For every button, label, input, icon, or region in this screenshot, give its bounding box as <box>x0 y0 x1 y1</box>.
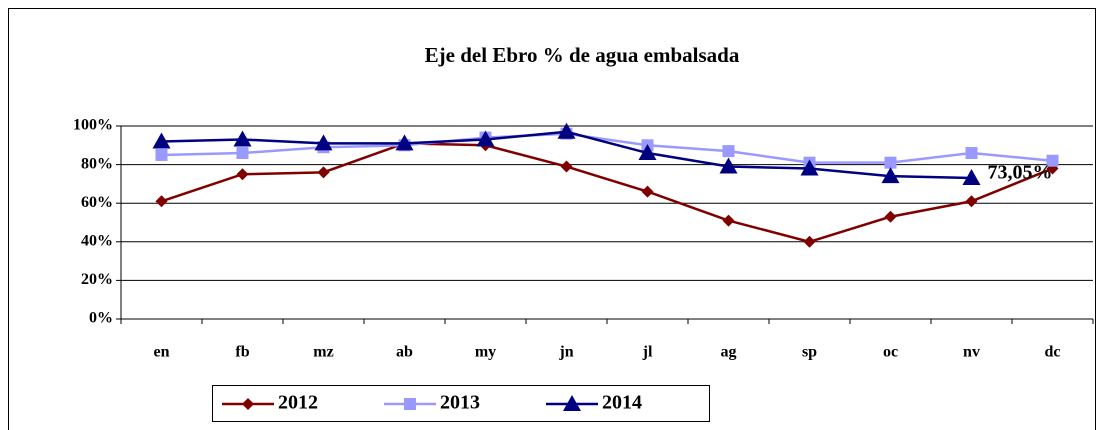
x-tick-label: jn <box>558 344 573 361</box>
legend-marker <box>563 395 581 411</box>
data-point <box>881 167 900 184</box>
data-point <box>155 148 168 161</box>
data-point <box>317 166 330 179</box>
data-point <box>719 157 738 174</box>
data-point <box>722 145 735 158</box>
x-tick-label: nv <box>963 344 980 361</box>
data-point <box>800 159 819 176</box>
data-point <box>1046 154 1059 167</box>
data-point <box>803 235 816 248</box>
y-tick-label: 40% <box>81 232 113 249</box>
x-tick-label: mz <box>313 344 333 361</box>
legend-box <box>212 385 710 422</box>
chart-border <box>8 8 1096 430</box>
data-point <box>236 147 249 160</box>
data-point <box>476 130 495 147</box>
series-line <box>161 132 1053 164</box>
data-point <box>962 169 981 186</box>
data-point <box>641 185 654 198</box>
x-tick-label: dc <box>1045 344 1061 361</box>
chart-title: Eje del Ebro % de agua embalsada <box>425 43 740 67</box>
legend-label: 2014 <box>602 392 642 414</box>
x-tick-label: fb <box>235 344 249 361</box>
legend-label: 2012 <box>278 392 318 414</box>
data-point <box>155 195 168 208</box>
data-point <box>560 160 573 173</box>
series-line <box>161 142 1053 244</box>
y-tick-label: 60% <box>81 194 113 211</box>
x-tick-label: ab <box>396 344 413 361</box>
legend-label: 2013 <box>440 392 480 414</box>
x-tick-label: ag <box>721 344 737 361</box>
data-point <box>965 147 978 160</box>
data-point <box>152 132 171 149</box>
y-tick-label: 0% <box>89 310 113 327</box>
data-point <box>557 122 576 139</box>
x-tick-label: jl <box>642 344 653 361</box>
data-point <box>965 195 978 208</box>
data-point <box>236 168 249 181</box>
data-point <box>638 144 657 161</box>
x-tick-label: en <box>154 344 170 361</box>
x-tick-label: my <box>475 344 496 361</box>
x-tick-label: oc <box>883 344 898 361</box>
legend-marker <box>242 398 254 410</box>
legend-marker <box>404 398 416 410</box>
x-tick-label: sp <box>802 344 817 361</box>
data-point <box>884 210 897 223</box>
data-point <box>884 156 897 169</box>
data-point <box>395 134 414 151</box>
data-label: 73,05% <box>988 162 1053 184</box>
data-point <box>722 214 735 227</box>
y-tick-label: 80% <box>81 155 113 172</box>
y-tick-label: 20% <box>81 271 113 288</box>
data-point <box>314 134 333 151</box>
y-tick-label: 100% <box>73 117 113 134</box>
data-point <box>233 130 252 147</box>
